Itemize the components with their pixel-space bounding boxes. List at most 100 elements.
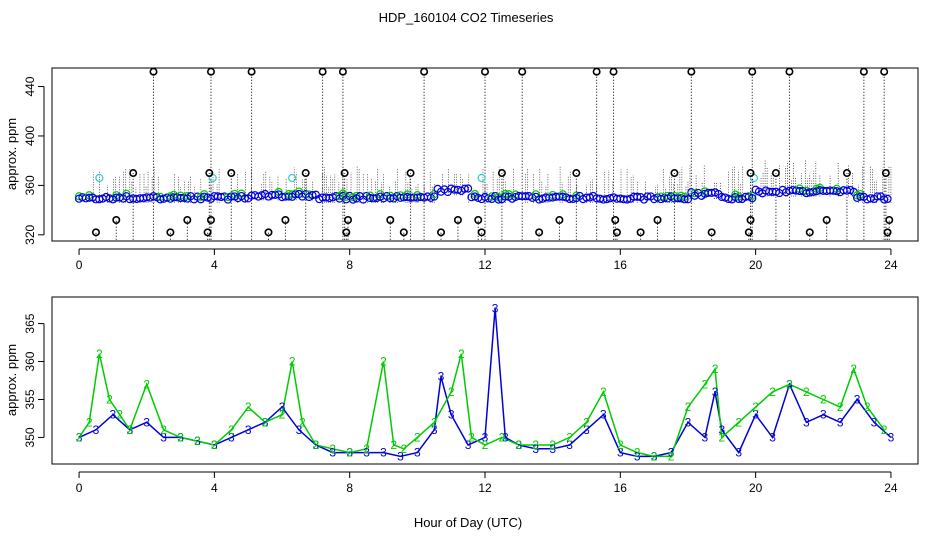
top-flag-point [91,228,100,237]
top-flag-point [129,169,138,178]
top-flag-point [183,215,192,224]
bottom-point-label-2: 2 [143,377,150,391]
top-flag-point [636,228,645,237]
bottom-point-label-2: 2 [718,430,725,444]
top-flag-point [612,228,621,237]
bottom-point-label-3: 3 [262,415,269,429]
bottom-point-label-3: 3 [786,377,793,391]
top-flag-point [342,228,351,237]
bottom-point-label-3: 3 [143,415,150,429]
bottom-point-label-2: 2 [160,423,167,437]
bottom-point-label-3: 3 [712,385,719,399]
bottom-point-label-3: 3 [702,430,709,444]
top-flag-point [609,67,618,76]
top-flag-point [474,215,483,224]
top-flag-point [406,169,415,178]
top-plot-frame [51,67,919,242]
top-flag-point [399,228,408,237]
top-x-axis: 0 4 8 12 16 20 24 [76,248,898,272]
bottom-point-label-3: 3 [752,408,759,422]
bottom-x-tick-label: 4 [211,481,218,495]
top-blue-point [308,191,317,200]
bottom-point-label-3: 3 [431,423,438,437]
bottom-point-label-2: 2 [864,400,871,414]
bottom-x-tick-label: 8 [346,481,353,495]
top-flag-point [437,228,446,237]
top-flag-point [203,228,212,237]
bottom-point-label-2: 2 [390,438,397,452]
bottom-point-label-3: 3 [566,438,573,452]
bottom-point-label-2: 2 [651,449,658,463]
bottom-point-label-3: 3 [296,423,303,437]
top-cyan-point [288,173,297,183]
top-flag-point [885,215,894,224]
top-blue-point [494,195,503,204]
top-blue-point [622,195,632,204]
bottom-point-label-2: 2 [414,430,421,444]
bottom-point-label-3: 3 [668,446,675,460]
bottom-point-label-2: 2 [194,434,201,448]
bottom-point-label-3: 3 [76,430,83,444]
top-flag-point [453,215,462,224]
bottom-point-label-2: 2 [532,438,539,452]
bottom-y-axis: 350 355 360 365 [23,313,45,447]
bottom-point-label-2: 2 [177,430,184,444]
top-flag-point [497,169,506,178]
bottom-x-tick-label: 0 [76,481,83,495]
top-flag-point [771,169,780,178]
top-flag-point [572,169,581,178]
bottom-point-label-3: 3 [211,438,218,452]
top-flag-point [264,228,273,237]
bottom-point-label-2: 2 [881,423,888,437]
bottom-point-label-2: 2 [329,442,336,456]
bottom-series-line-3 [78,308,892,458]
bottom-plot-frame [51,296,919,465]
bottom-point-label-2: 2 [752,400,759,414]
bottom-point-label-2: 2 [786,377,793,391]
top-green-point [183,191,192,201]
top-y-tick-label: 320 [23,224,37,244]
bottom-point-label-2: 2 [431,415,438,429]
top-flag-point [592,67,601,76]
bottom-point-label-3: 3 [397,449,404,463]
bottom-point-label-2: 2 [299,415,306,429]
top-flag-point [746,215,755,224]
bottom-point-label-2: 2 [668,449,675,463]
bottom-point-label-2: 2 [712,362,719,376]
bottom-point-label-2: 2 [634,446,641,460]
top-flag-point [518,67,527,76]
bottom-point-label-2: 2 [837,400,844,414]
top-flag-point [653,215,662,224]
bottom-point-label-2: 2 [380,355,387,369]
top-y-tick-label: 400 [23,126,37,146]
top-flag-point [555,215,564,224]
top-flag-point [338,67,347,76]
bottom-point-label-2: 2 [126,423,133,437]
top-cyan-point [95,173,104,183]
top-x-tick-label: 24 [884,258,898,272]
bottom-point-label-2: 2 [617,438,624,452]
bottom-point-label-2: 2 [820,392,827,406]
bottom-point-label-3: 3 [414,446,421,460]
top-flag-point [880,67,889,76]
bottom-point-label-3: 3 [617,446,624,460]
top-flag-point [535,228,544,237]
bottom-point-label-2: 2 [245,400,252,414]
bottom-point-label-3: 3 [651,449,658,463]
top-x-tick-label: 16 [614,258,628,272]
bottom-point-label-3: 3 [492,301,499,315]
bottom-point-label-2: 2 [515,438,522,452]
top-flag-point [611,215,620,224]
top-green-point [748,191,757,200]
bottom-point-label-2: 2 [262,415,269,429]
top-panel: 0 4 8 12 16 20 24 320 360 400 440 approx. ppm [4,67,919,272]
bottom-y-axis-label: approx. ppm [4,344,19,416]
top-blue-point [643,192,652,201]
bottom-point-label-3: 3 [854,392,861,406]
bottom-point-label-3: 3 [482,430,489,444]
top-flag-point [883,228,892,237]
